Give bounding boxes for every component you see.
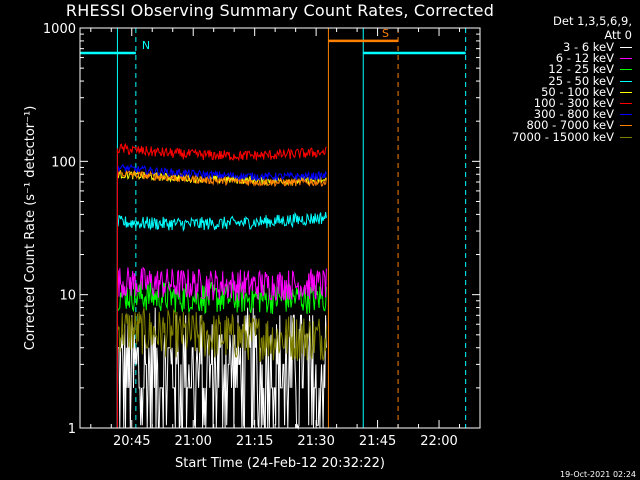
series-path — [116, 142, 327, 162]
legend-item: 300 - 800 keV — [462, 107, 632, 122]
x-axis: 20:45 21:00 21:15 21:30 21:45 22:00 — [90, 28, 481, 449]
legend-item: 25 - 50 keV — [462, 73, 632, 88]
y-axis-label: Corrected Count Rate (s⁻¹ detector⁻¹) — [23, 106, 38, 351]
legend-label: 12 - 25 keV — [548, 62, 614, 77]
y-tick-label: 10 — [59, 289, 76, 304]
legend-label: 800 - 7000 keV — [526, 118, 614, 133]
legend-swatch — [620, 125, 632, 127]
y-axis: 1 10 100 1000 — [43, 22, 480, 437]
series-path — [117, 280, 327, 315]
x-tick-label: 20:45 — [113, 434, 150, 449]
legend-swatch — [620, 103, 632, 105]
legend-swatch — [620, 114, 632, 116]
series-path — [116, 163, 327, 182]
y-tick-label: 1 — [68, 422, 76, 437]
series-line — [116, 142, 327, 428]
legend-label: 100 - 300 keV — [533, 95, 614, 110]
legend-detector-line: Det 1,3,5,6,9, — [553, 14, 632, 28]
series-path — [117, 307, 327, 430]
legend-label: 7000 - 15000 keV — [511, 129, 614, 144]
legend-item: 100 - 300 keV — [462, 95, 632, 110]
legend-label: 3 - 6 keV — [563, 40, 614, 54]
legend-swatch — [620, 47, 632, 49]
x-axis-label: Start Time (24-Feb-12 20:32:22) — [175, 456, 385, 471]
legend-swatch — [620, 58, 632, 60]
plot-frame — [79, 27, 481, 429]
x-tick-label: 21:15 — [236, 434, 273, 449]
legend-label: 6 - 12 keV — [555, 51, 614, 66]
legend-label: 50 - 100 keV — [541, 84, 614, 99]
x-tick-label: 21:45 — [359, 434, 396, 449]
legend: Det 1,3,5,6,9, Att 0 3 - 6 keV 6 - 12 keV… — [462, 14, 632, 143]
x-tick-label: 22:00 — [420, 434, 457, 449]
legend-item: 800 - 7000 keV — [462, 118, 632, 133]
legend-swatch — [620, 69, 632, 71]
flag-label: S — [382, 27, 389, 40]
x-tick-label: 21:00 — [174, 434, 211, 449]
legend-item: 50 - 100 keV — [462, 84, 632, 99]
series-line — [116, 211, 327, 428]
legend-swatch — [620, 80, 632, 82]
footer-date: 19-Oct-2021 02:24 — [560, 470, 636, 479]
legend-label: 25 - 50 keV — [548, 73, 614, 88]
y-tick-label: 1000 — [43, 22, 76, 37]
flag-label: N — [142, 39, 150, 52]
legend-swatch — [620, 91, 632, 93]
legend-item: 12 - 25 keV — [462, 64, 632, 75]
series-path — [116, 211, 327, 232]
y-tick-label: 100 — [51, 155, 76, 170]
legend-label: 300 - 800 keV — [533, 107, 614, 122]
legend-attenuator-line: Att 0 — [604, 28, 632, 42]
legend-swatch — [620, 136, 632, 138]
chart-title: RHESSI Observing Summary Count Rates, Co… — [65, 1, 495, 20]
series-path — [116, 307, 327, 363]
series-path — [116, 266, 327, 301]
legend-item: 3 - 6 keV — [462, 40, 632, 54]
legend-item: 7000 - 15000 keV — [462, 129, 632, 144]
x-tick-label: 21:30 — [297, 434, 334, 449]
legend-item: 6 - 12 keV — [462, 51, 632, 66]
